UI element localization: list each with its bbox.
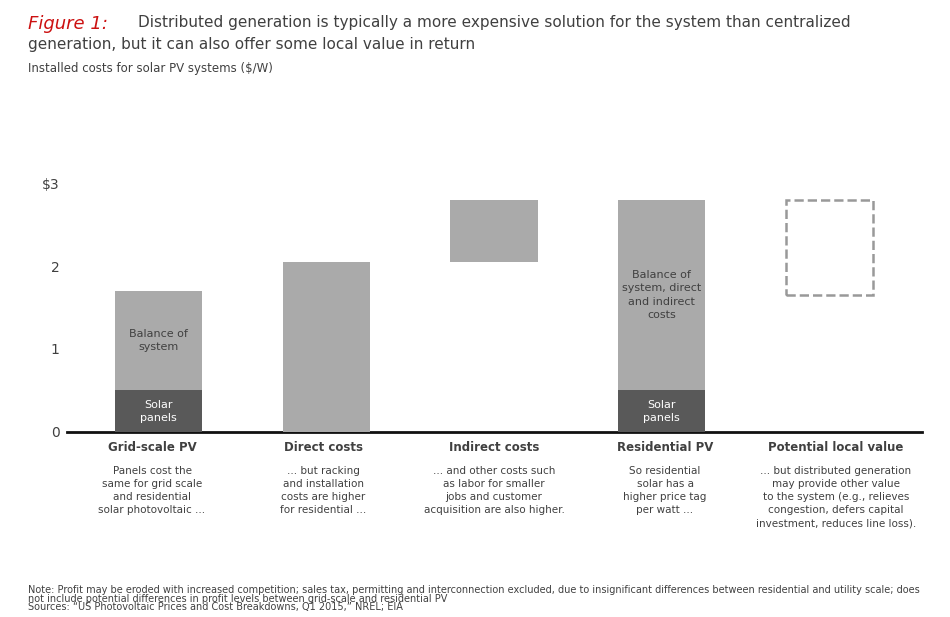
Text: Direct costs: Direct costs	[283, 441, 363, 454]
Text: Balance of
system: Balance of system	[129, 329, 188, 352]
Bar	[115, 291, 202, 391]
Text: Sources: “US Photovoltaic Prices and Cost Breakdowns, Q1 2015,” NREL; EIA: Sources: “US Photovoltaic Prices and Cos…	[28, 602, 404, 612]
Text: Distributed generation is typically a more expensive solution for the system tha: Distributed generation is typically a mo…	[138, 15, 850, 30]
Bar	[618, 200, 705, 391]
Text: So residential
solar has a
higher price tag
per watt ...: So residential solar has a higher price …	[623, 466, 707, 515]
Text: Solar
panels: Solar panels	[141, 400, 177, 423]
Bar	[115, 391, 202, 432]
Text: Indirect costs: Indirect costs	[448, 441, 540, 454]
Text: Panels cost the
same for grid scale
and residential
solar photovoltaic ...: Panels cost the same for grid scale and …	[99, 466, 205, 515]
Text: ... but racking
and installation
costs are higher
for residential ...: ... but racking and installation costs a…	[280, 466, 366, 515]
Text: Note: Profit may be eroded with increased competition; sales tax, permitting and: Note: Profit may be eroded with increase…	[28, 585, 921, 595]
Text: not include potential differences in profit levels between grid-scale and reside: not include potential differences in pro…	[28, 594, 447, 603]
Text: ... and other costs such
as labor for smaller
jobs and customer
acquisition are : ... and other costs such as labor for sm…	[424, 466, 564, 515]
Text: generation, but it can also offer some local value in return: generation, but it can also offer some l…	[28, 37, 476, 52]
Bar	[450, 200, 538, 262]
Bar	[283, 262, 370, 432]
Text: Balance of
system, direct
and indirect
costs: Balance of system, direct and indirect c…	[622, 270, 701, 320]
Text: Grid-scale PV: Grid-scale PV	[107, 441, 197, 454]
Text: Installed costs for solar PV systems ($/W): Installed costs for solar PV systems ($/…	[28, 62, 274, 75]
Bar	[618, 391, 705, 432]
Text: Residential PV: Residential PV	[617, 441, 713, 454]
Text: Solar
panels: Solar panels	[643, 400, 680, 423]
Text: ... but distributed generation
may provide other value
to the system (e.g., reli: ... but distributed generation may provi…	[756, 466, 916, 529]
Text: Figure 1:: Figure 1:	[28, 15, 108, 33]
Text: Potential local value: Potential local value	[769, 441, 903, 454]
